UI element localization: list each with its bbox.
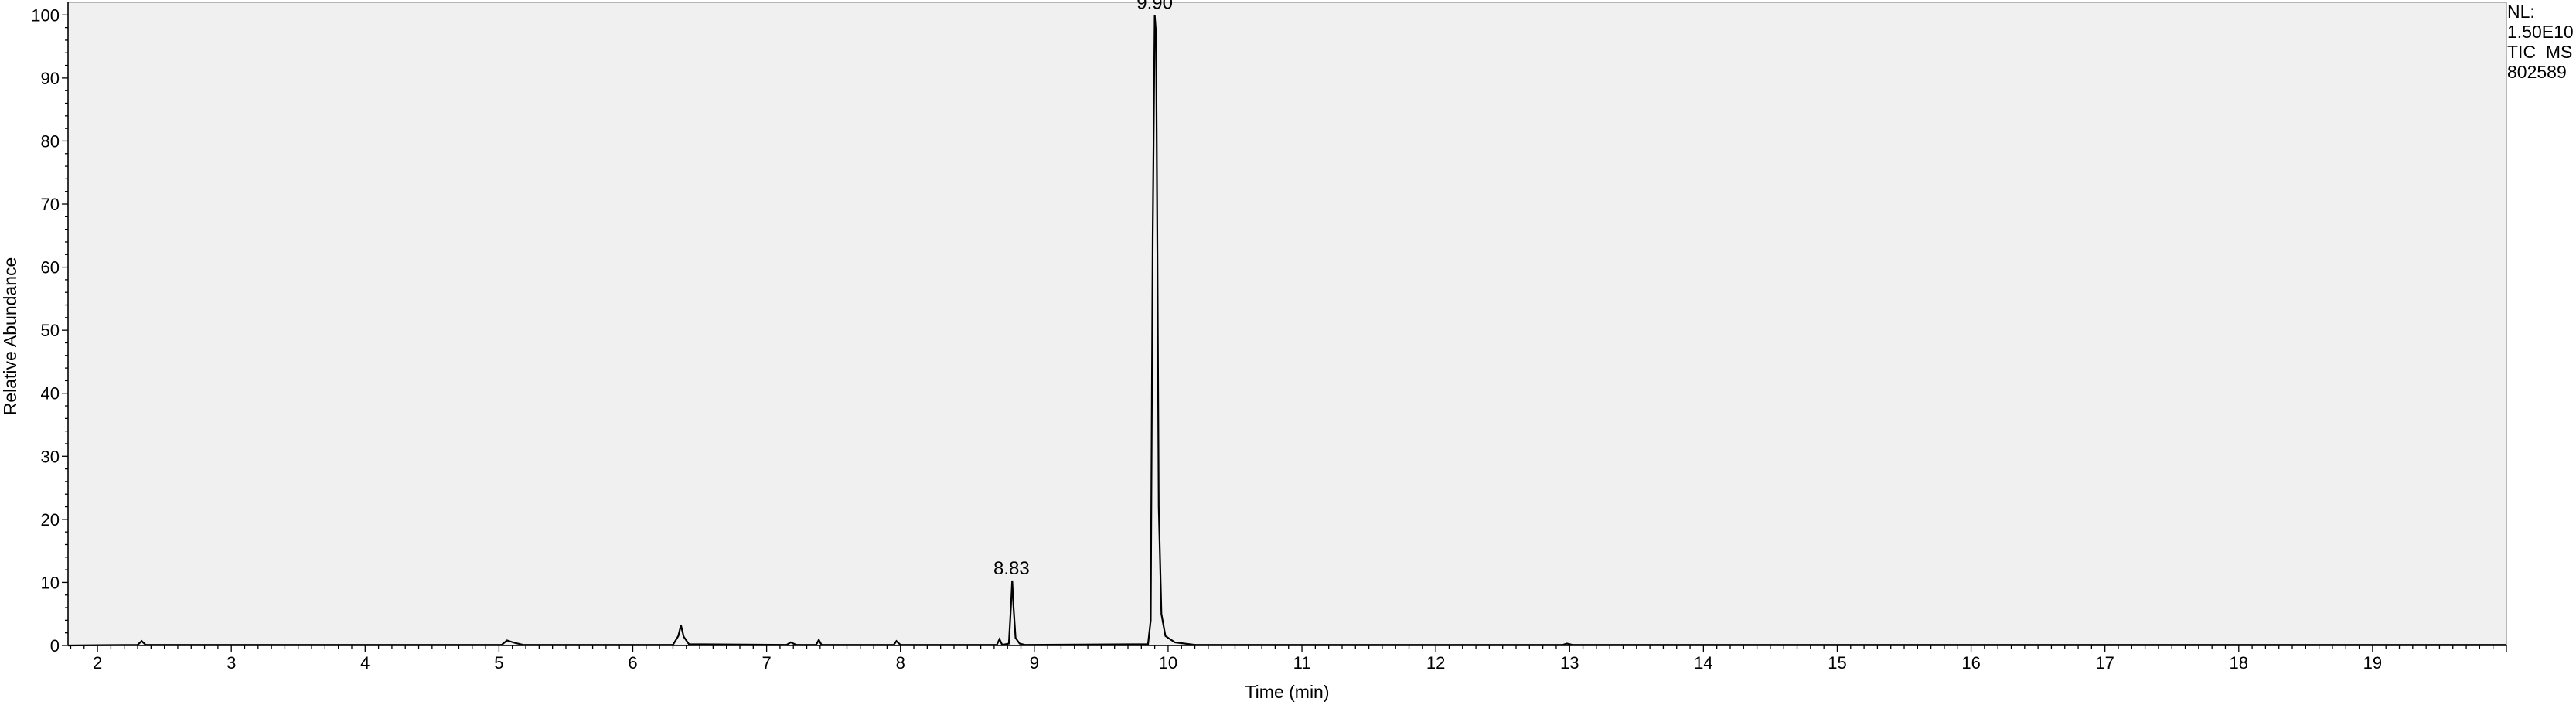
tic-trace bbox=[67, 15, 2506, 647]
y-axis: 0 10 20 30 40 50 60 70 80 90 100 bbox=[31, 2, 69, 656]
peak-label: 9.90 bbox=[1136, 0, 1173, 13]
x-tick-label: 17 bbox=[2095, 653, 2114, 673]
peak-labels: 8.83 9.90 bbox=[993, 0, 1173, 579]
x-tick-label: 11 bbox=[1293, 653, 1311, 673]
x-tick-label: 5 bbox=[494, 653, 503, 673]
x-tick-label: 8 bbox=[896, 653, 905, 673]
x-tick-label: 6 bbox=[628, 653, 637, 673]
x-tick-label: 12 bbox=[1426, 653, 1445, 673]
info-line-3: TIC MS bbox=[2507, 42, 2572, 62]
y-axis-title: Relative Abundance bbox=[0, 257, 20, 416]
x-tick-label: 4 bbox=[360, 653, 370, 673]
x-tick-label: 9 bbox=[1030, 653, 1039, 673]
y-tick-label: 10 bbox=[41, 573, 60, 592]
x-axis-title: Time (min) bbox=[1245, 682, 1329, 702]
x-tick-label: 2 bbox=[93, 653, 102, 673]
y-tick-label: 20 bbox=[41, 510, 60, 530]
info-line-2: 1.50E10 bbox=[2507, 22, 2574, 42]
y-tick-label: 90 bbox=[41, 69, 60, 88]
y-tick-label: 80 bbox=[41, 131, 60, 151]
x-tick-label: 16 bbox=[1961, 653, 1980, 673]
y-tick-label: 70 bbox=[41, 195, 60, 214]
x-tick-label: 13 bbox=[1560, 653, 1579, 673]
y-tick-label: 30 bbox=[41, 447, 60, 466]
plot-area bbox=[67, 2, 2507, 646]
x-tick-label: 19 bbox=[2363, 653, 2382, 673]
info-line-4: 802589 bbox=[2507, 62, 2567, 82]
x-tick-label: 7 bbox=[762, 653, 771, 673]
y-tick-label: 100 bbox=[31, 5, 60, 25]
x-tick-label: 15 bbox=[1828, 653, 1846, 673]
x-axis: 2 3 4 5 6 7 8 9 10 11 12 13 14 15 16 17 18 19 bbox=[68, 645, 2507, 673]
x-tick-label: 14 bbox=[1694, 653, 1712, 673]
info-box: NL: 1.50E10 TIC MS 802589 bbox=[2507, 2, 2574, 82]
y-tick-label: 60 bbox=[41, 258, 60, 278]
y-tick-label: 50 bbox=[41, 321, 60, 340]
info-line-1: NL: bbox=[2507, 2, 2535, 22]
x-tick-label: 18 bbox=[2230, 653, 2248, 673]
y-tick-label: 40 bbox=[41, 384, 60, 404]
x-tick-label: 10 bbox=[1159, 653, 1177, 673]
y-tick-label: 0 bbox=[50, 636, 60, 656]
x-tick-label: 3 bbox=[227, 653, 236, 673]
peak-label: 8.83 bbox=[993, 558, 1030, 579]
